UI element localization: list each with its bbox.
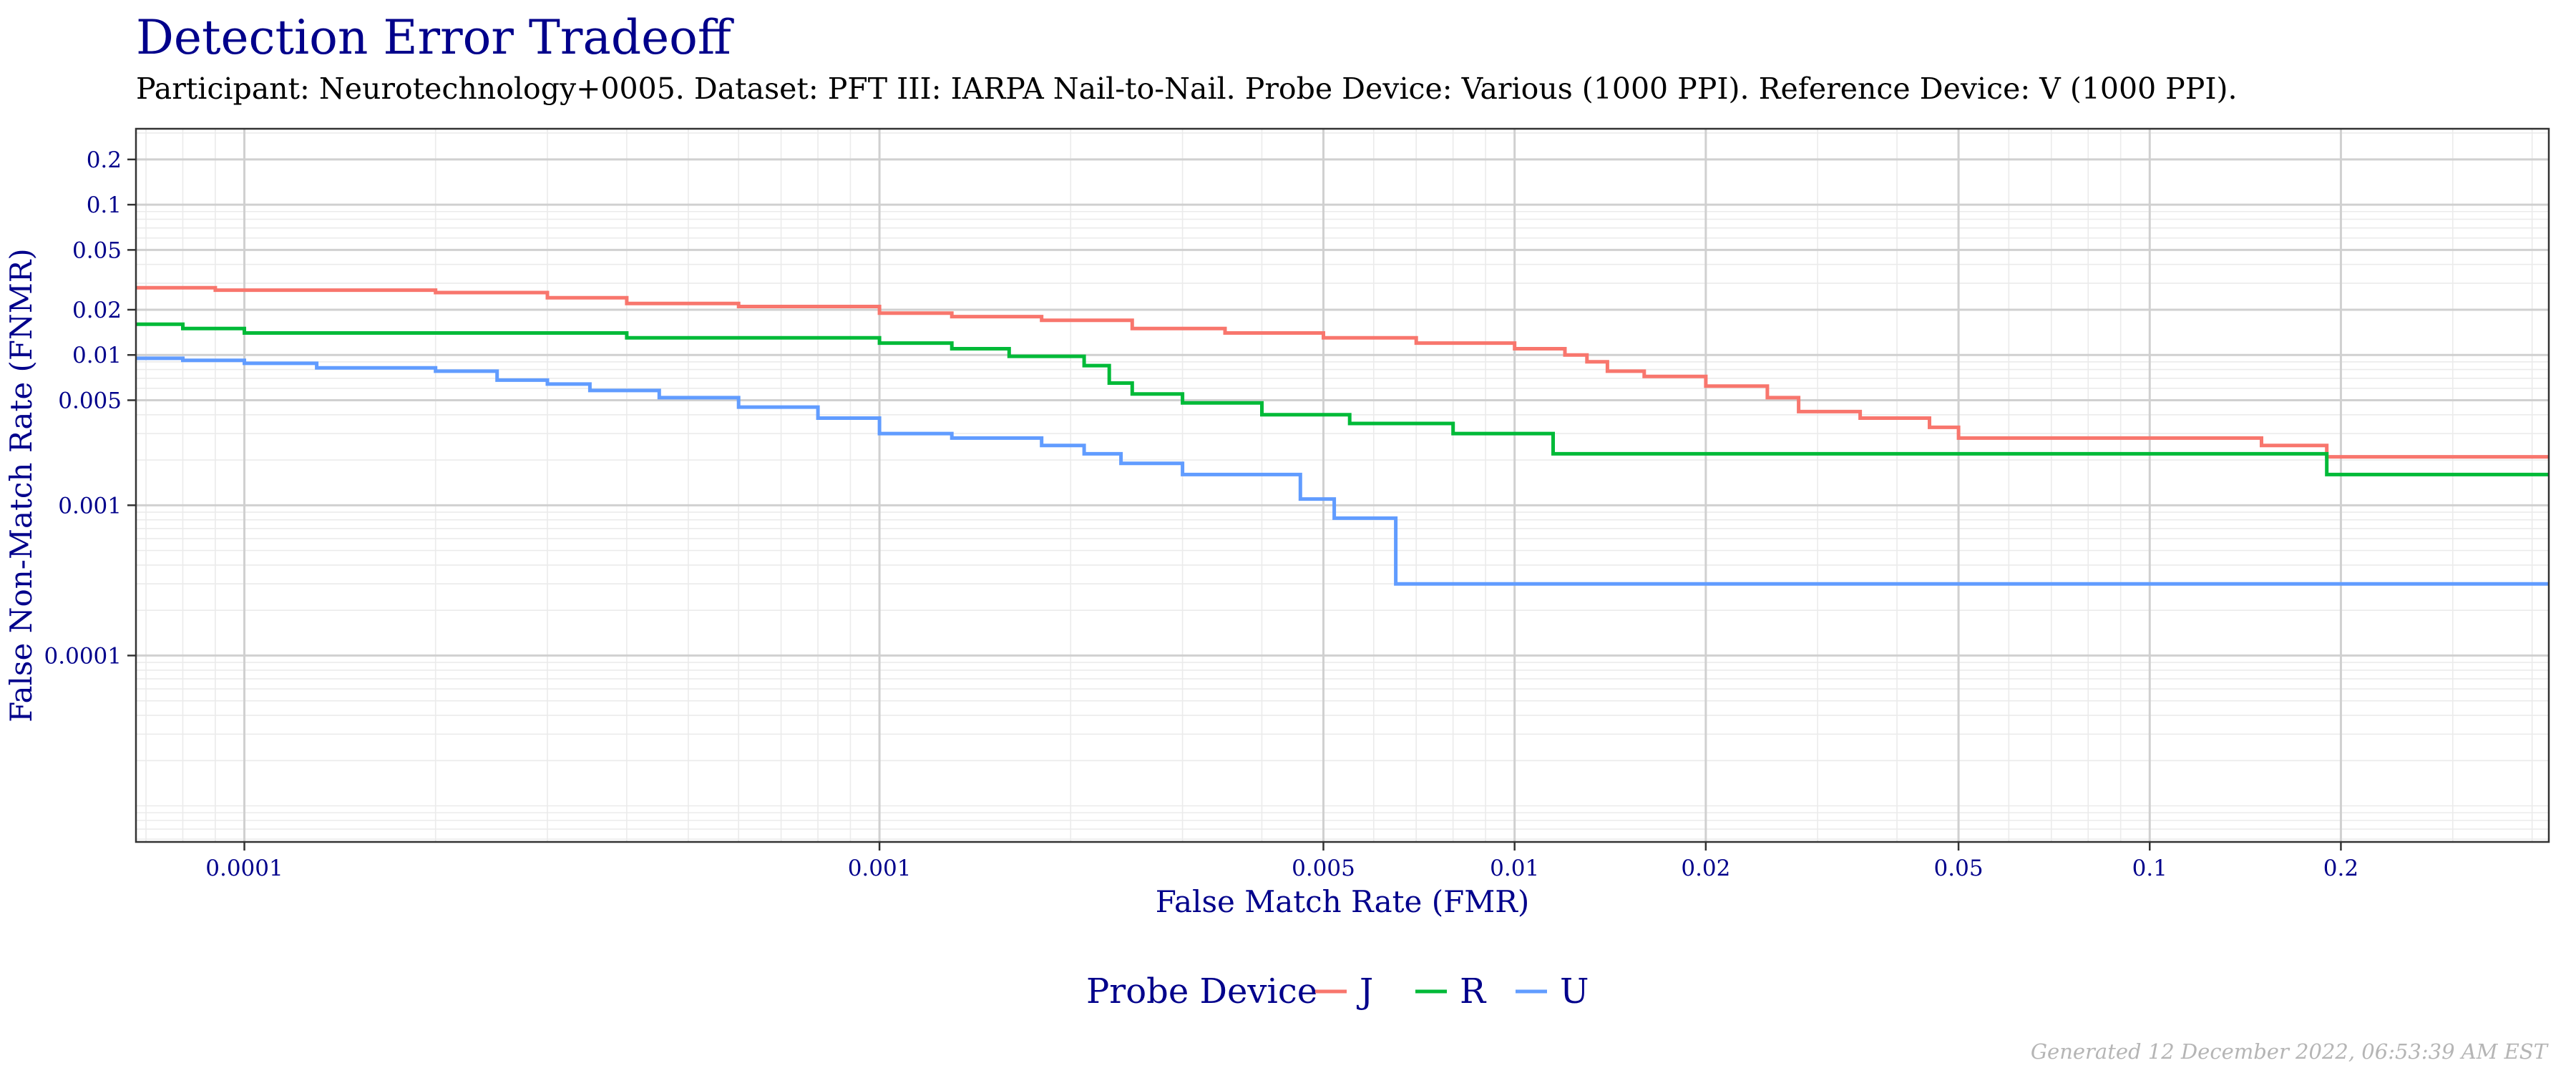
y-tick-label: 0.02 (72, 298, 122, 323)
x-tick-label: 0.05 (1934, 856, 1984, 881)
series-line-R (136, 322, 2549, 476)
y-tick-label: 0.0001 (44, 643, 122, 669)
y-tick-label: 0.1 (87, 192, 122, 218)
x-tick-label: 0.0001 (205, 856, 283, 881)
y-tick-label: 0.05 (72, 237, 122, 263)
series-line-U (136, 356, 2549, 586)
x-axis-label: False Match Rate (FMR) (1156, 884, 1530, 919)
major-gridlines (136, 129, 2549, 842)
x-tick-label: 0.2 (2323, 856, 2358, 881)
series-line-J (136, 285, 2549, 459)
legend-label-U: U (1560, 971, 1589, 1011)
x-tick-label: 0.01 (1490, 856, 1539, 881)
minor-gridlines (136, 129, 2549, 842)
y-tick-label: 0.01 (72, 343, 122, 368)
y-axis-label: False Non-Match Rate (FNMR) (4, 248, 39, 722)
tick-labels: 0.0001 0.001 0.005 0.01 0.02 0.05 0.1 0.2 0.0001… (44, 147, 2359, 881)
plot-border (135, 127, 2550, 843)
generated-timestamp: Generated 12 December 2022, 06:53:39 AM … (2030, 1039, 2547, 1064)
legend: Probe Device J R U (1086, 971, 1589, 1011)
chart-subtitle: Participant: Neurotechnology+0005. Datas… (136, 72, 2238, 106)
y-tick-label: 0.001 (58, 493, 122, 519)
series-lines (136, 285, 2549, 586)
axis-ticks (127, 158, 2342, 851)
legend-label-J: J (1356, 971, 1373, 1011)
x-tick-label: 0.001 (848, 856, 912, 881)
legend-title: Probe Device (1086, 971, 1317, 1011)
y-tick-label: 0.005 (58, 388, 122, 413)
chart-title: Detection Error Tradeoff (136, 10, 731, 65)
x-tick-label: 0.1 (2132, 856, 2167, 881)
legend-label-R: R (1460, 971, 1487, 1011)
y-tick-label: 0.2 (87, 147, 122, 173)
x-tick-label: 0.005 (1292, 856, 1355, 881)
x-tick-label: 0.02 (1681, 856, 1730, 881)
